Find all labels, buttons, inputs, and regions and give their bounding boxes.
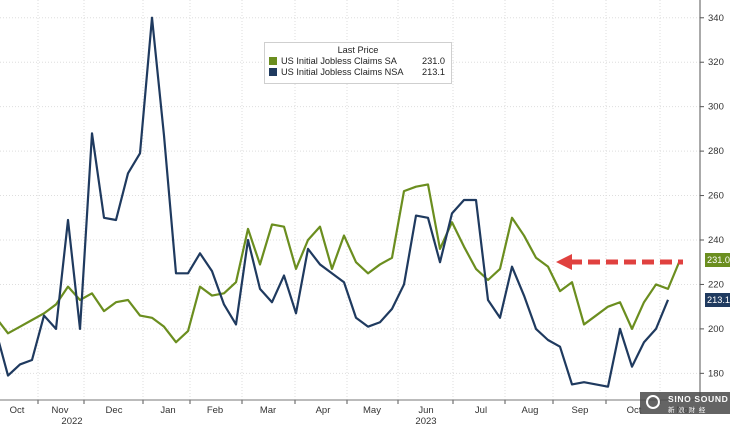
legend-swatch-nsa bbox=[269, 67, 277, 76]
watermark-text: SINO SOUND bbox=[668, 394, 729, 404]
x-tick-label: Jan bbox=[160, 405, 175, 416]
watermark-logo-icon bbox=[646, 395, 660, 409]
legend-entry-nsa: US Initial Jobless Claims NSA 213.1 bbox=[265, 66, 451, 77]
y-tick-label: 220 bbox=[708, 279, 724, 290]
x-tick-label: Nov bbox=[52, 405, 69, 416]
x-tick-label: Aug bbox=[522, 405, 539, 416]
last-value-tag-nsa: 213.1 bbox=[705, 292, 730, 307]
legend-label-sa: US Initial Jobless Claims SA bbox=[281, 55, 397, 66]
legend-swatch-sa bbox=[269, 56, 277, 65]
y-tick-label: 280 bbox=[708, 146, 724, 157]
series-line-nsa bbox=[0, 16, 670, 388]
legend-entry-sa: US Initial Jobless Claims SA 231.0 bbox=[265, 55, 451, 66]
legend-label-nsa: US Initial Jobless Claims NSA bbox=[281, 66, 404, 77]
watermark-subtext: 新 浪 财 经 bbox=[668, 407, 707, 414]
x-tick-label: Jul bbox=[475, 405, 487, 416]
x-tick-label: Jun bbox=[418, 405, 433, 416]
y-tick-label: 300 bbox=[708, 102, 724, 113]
x-year-label: 2022 bbox=[61, 416, 82, 425]
y-tick-label: 240 bbox=[708, 235, 724, 246]
y-tick-label: 260 bbox=[708, 191, 724, 202]
legend-value-sa: 231.0 bbox=[422, 55, 445, 66]
series-lines bbox=[0, 16, 682, 388]
x-tick-label: Feb bbox=[207, 405, 223, 416]
x-tick-label: Apr bbox=[316, 405, 331, 416]
y-tick-label: 340 bbox=[708, 13, 724, 24]
legend: Last Price US Initial Jobless Claims SA … bbox=[264, 42, 452, 84]
x-year-label: 2023 bbox=[415, 416, 436, 425]
y-tick-label: 200 bbox=[708, 324, 724, 335]
last-value-tag-sa: 231.0 bbox=[705, 253, 730, 267]
y-tick-label: 180 bbox=[708, 368, 724, 379]
series-line-sa bbox=[0, 183, 682, 344]
watermark: SINO SOUND 新 浪 财 经 bbox=[640, 392, 730, 414]
y-tick-label: 320 bbox=[708, 57, 724, 68]
annotation-arrowhead bbox=[556, 254, 572, 270]
x-tick-label: Mar bbox=[260, 405, 276, 416]
x-tick-label: May bbox=[363, 405, 381, 416]
x-tick-label: Sep bbox=[572, 405, 589, 416]
x-tick-label: Oct bbox=[10, 405, 25, 416]
legend-value-nsa: 213.1 bbox=[422, 66, 445, 77]
x-tick-label: Oct bbox=[627, 405, 642, 416]
x-tick-label: Dec bbox=[106, 405, 123, 416]
annotation-arrow bbox=[556, 254, 683, 270]
legend-title: Last Price bbox=[337, 45, 379, 55]
